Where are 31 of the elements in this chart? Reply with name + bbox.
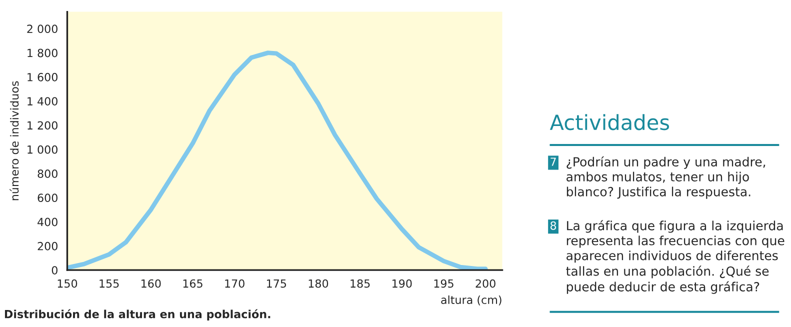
y-tick-label: 1 000 [28,145,58,154]
text: ¿Podrían un padre y una madre, ambos mulatos, tener un hijo blanco? Justifica la respuesta. [566,156,766,199]
x-tick-label: 195 [434,279,454,288]
x-tick-label: 165 [183,279,202,288]
y-tick-label: 1 400 [28,97,58,106]
text: La gráfica que figura a la izquierda representa las frecuencias con que aparecen individuos de diferentes tallas en una población. ¿Qué se puede deducir de esta gráfica? [566,220,784,294]
text: Distribución de la altura en una población. [4,309,270,320]
y-tick-label: 1 600 [28,72,58,82]
y-axis-title: número de individuos [10,81,19,200]
x-tick-label: 200 [476,279,496,288]
x-tick-label: 150 [58,279,78,288]
y-tick-label: 1 800 [28,48,58,58]
x-tick-label: 155 [100,279,119,288]
text: 7 [550,158,556,166]
y-tick-label: 400 [38,218,58,226]
y-tick-label: 1 200 [28,121,58,130]
y-tick-label: 800 [38,170,58,178]
x-tick-label: 190 [392,279,412,288]
y-tick-label: 600 [38,194,58,202]
text: 8 [550,221,556,230]
y-tick-label: 200 [38,242,58,250]
y-tick-label: 2 000 [27,24,58,34]
x-tick-label: 160 [142,279,161,288]
x-tick-label: 170 [225,279,244,288]
x-tick-label: 185 [350,279,370,288]
x-tick-label: 180 [308,279,328,288]
x-tick-label: 175 [267,279,286,288]
y-tick-label: 0 [52,266,58,274]
x-axis-title: altura (cm) [441,295,502,306]
text: Actividades [550,114,670,130]
line-series [67,50,488,270]
